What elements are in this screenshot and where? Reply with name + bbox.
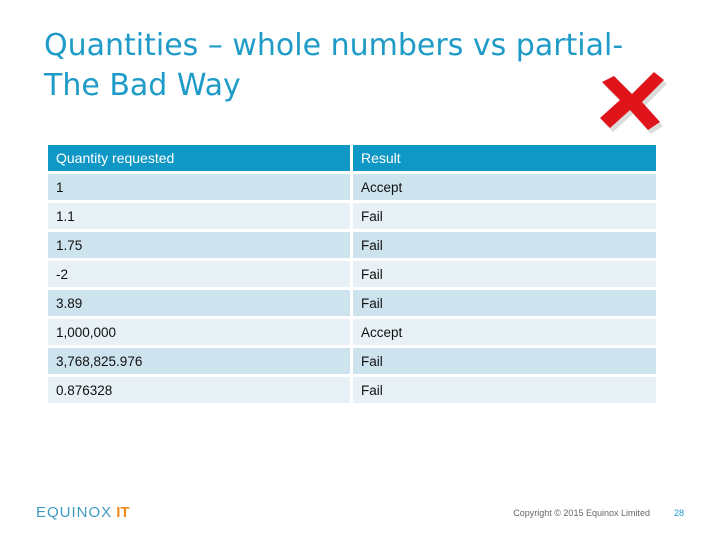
quantity-cell: 3.89	[48, 290, 353, 319]
table-row: 0.876328 Fail	[48, 377, 656, 406]
table-row: 1.1 Fail	[48, 203, 656, 232]
page-number: 28	[673, 508, 684, 518]
table-row: 1.75 Fail	[48, 232, 656, 261]
table-row: 3.89 Fail	[48, 290, 656, 319]
quantity-cell: 3,768,825.976	[48, 348, 353, 377]
quantity-cell: 1.1	[48, 203, 353, 232]
result-cell: Fail	[353, 232, 656, 261]
copyright-notice: Copyright © 2015 Equinox Limited	[513, 508, 650, 518]
slide-title-line-2: The Bad Way	[44, 68, 241, 103]
logo-text: EQUINOX	[36, 504, 113, 521]
red-cross-icon	[600, 72, 667, 134]
header-quantity-requested: Quantity requested	[48, 145, 353, 174]
quantity-cell: 1	[48, 174, 353, 203]
table-row: 3,768,825.976 Fail	[48, 348, 656, 377]
quantity-cell: -2	[48, 261, 353, 290]
result-cell: Accept	[353, 174, 656, 203]
result-cell: Fail	[353, 290, 656, 319]
table-row: 1 Accept	[48, 174, 656, 203]
result-cell: Fail	[353, 261, 656, 290]
table-header-row: Quantity requested Result	[48, 145, 656, 174]
logo-suffix: IT	[116, 504, 130, 521]
equinox-it-logo: EQUINOX IT	[36, 504, 130, 521]
quantity-results-table: Quantity requested Result 1 Accept 1.1 F…	[48, 145, 656, 406]
result-cell: Fail	[353, 203, 656, 232]
table-row: -2 Fail	[48, 261, 656, 290]
table-row: 1,000,000 Accept	[48, 319, 656, 348]
slide-title-line-1: Quantities – whole numbers vs partial-	[44, 28, 624, 63]
result-cell: Accept	[353, 319, 656, 348]
quantity-cell: 1.75	[48, 232, 353, 261]
result-cell: Fail	[353, 377, 656, 406]
header-result: Result	[353, 145, 656, 174]
quantity-cell: 0.876328	[48, 377, 353, 406]
slide-title: Quantities – whole numbers vs partial- T…	[44, 26, 684, 106]
quantity-cell: 1,000,000	[48, 319, 353, 348]
result-cell: Fail	[353, 348, 656, 377]
